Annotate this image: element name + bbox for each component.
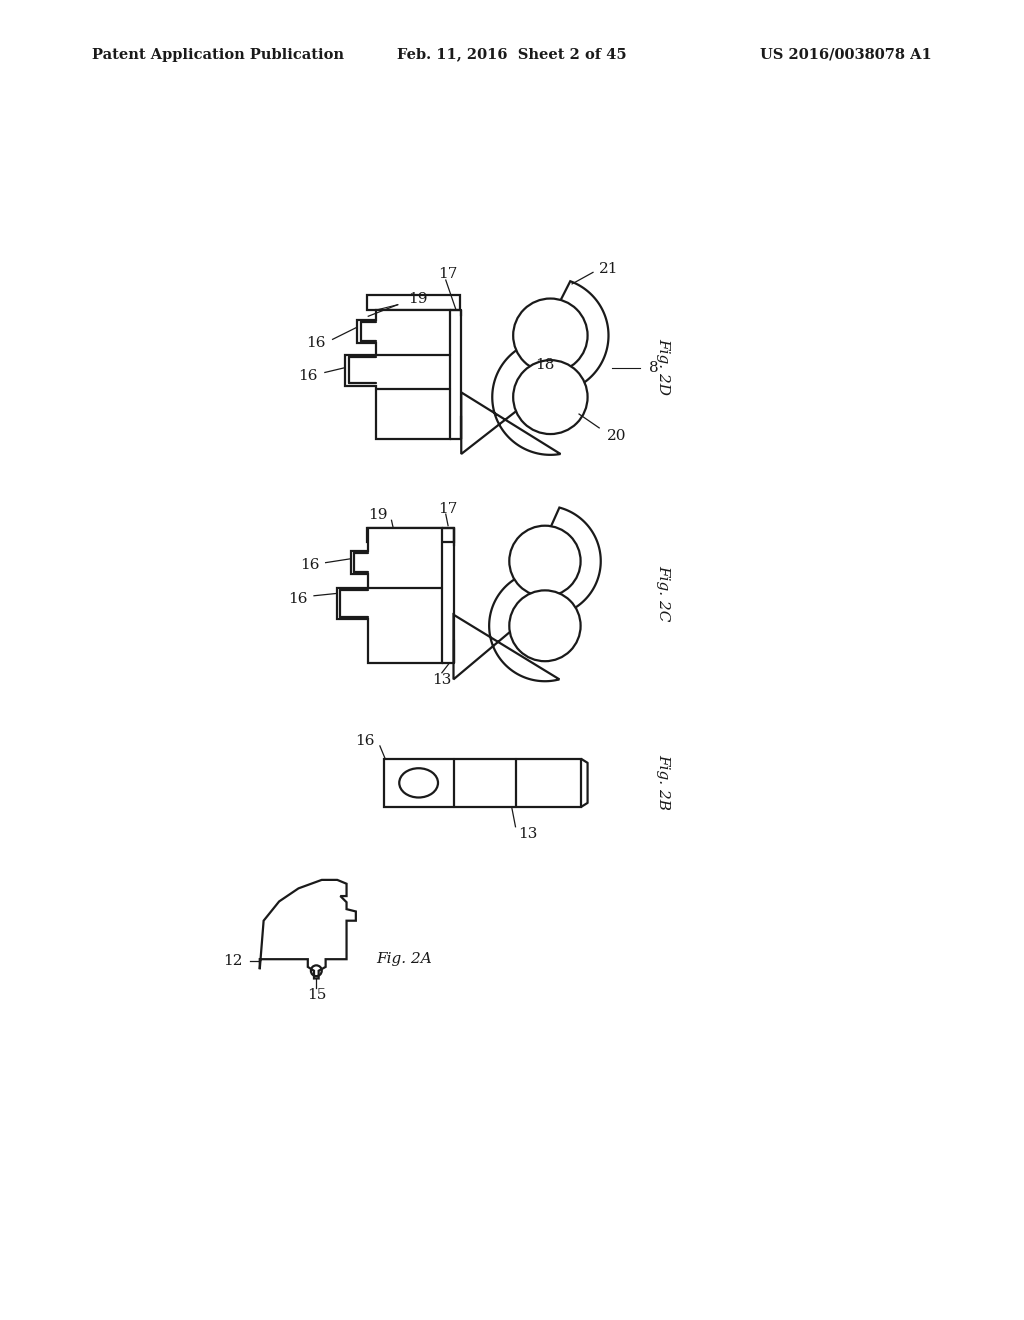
Text: 19: 19 — [409, 292, 428, 305]
Text: 8: 8 — [649, 360, 658, 375]
Text: 16: 16 — [289, 591, 308, 606]
Text: 13: 13 — [432, 673, 452, 688]
Text: 16: 16 — [298, 370, 317, 383]
Polygon shape — [454, 508, 601, 681]
Text: 13: 13 — [518, 828, 538, 841]
Circle shape — [509, 525, 581, 597]
Text: 12: 12 — [223, 954, 243, 968]
Circle shape — [513, 298, 588, 372]
Text: Fig. 2B: Fig. 2B — [655, 754, 670, 810]
Polygon shape — [345, 310, 450, 440]
Circle shape — [509, 590, 581, 661]
Text: Patent Application Publication: Patent Application Publication — [92, 48, 344, 62]
Text: 16: 16 — [300, 558, 319, 572]
Text: 21: 21 — [599, 261, 618, 276]
Polygon shape — [461, 281, 608, 455]
Text: US 2016/0038078 A1: US 2016/0038078 A1 — [760, 48, 932, 62]
Text: 15: 15 — [306, 989, 326, 1002]
Text: 17: 17 — [438, 267, 458, 281]
Text: 18: 18 — [536, 358, 555, 372]
Text: 17: 17 — [438, 502, 458, 516]
Text: Fig. 2D: Fig. 2D — [655, 338, 670, 395]
Polygon shape — [260, 880, 356, 978]
Text: Feb. 11, 2016  Sheet 2 of 45: Feb. 11, 2016 Sheet 2 of 45 — [397, 48, 627, 62]
Text: Fig. 2A: Fig. 2A — [376, 952, 432, 966]
Polygon shape — [337, 528, 442, 663]
Text: 20: 20 — [607, 429, 627, 442]
Text: 16: 16 — [355, 734, 375, 748]
Circle shape — [513, 360, 588, 434]
Text: 19: 19 — [368, 508, 388, 521]
Text: Fig. 2C: Fig. 2C — [655, 565, 670, 622]
Text: 16: 16 — [306, 337, 326, 350]
